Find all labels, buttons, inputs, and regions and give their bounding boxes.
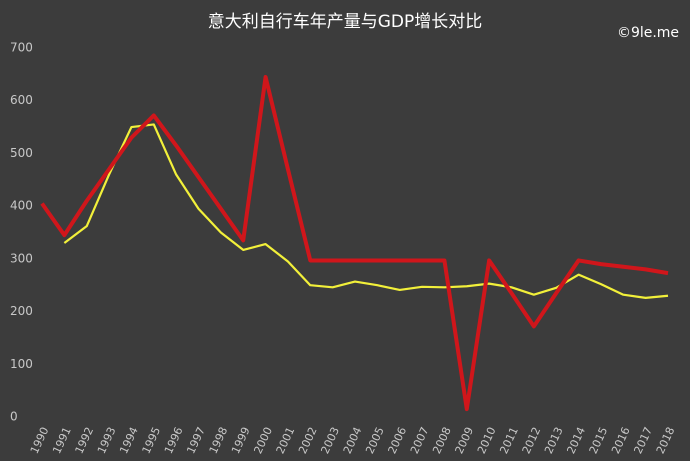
y-tick-label: 400 (10, 199, 33, 213)
y-tick-label: 200 (10, 304, 33, 318)
y-tick-label: 300 (10, 251, 33, 265)
y-tick-label: 0 (10, 410, 18, 424)
chart-title: 意大利自行车年产量与GDP增长对比 (208, 12, 483, 32)
y-tick-label: 600 (10, 93, 33, 107)
line (40, 74, 669, 412)
y-tick-label: 100 (10, 357, 33, 371)
line (63, 123, 669, 299)
watermark: ©9le.me (617, 25, 679, 41)
y-tick-label: 500 (10, 146, 33, 160)
y-tick-label: 700 (10, 41, 33, 55)
